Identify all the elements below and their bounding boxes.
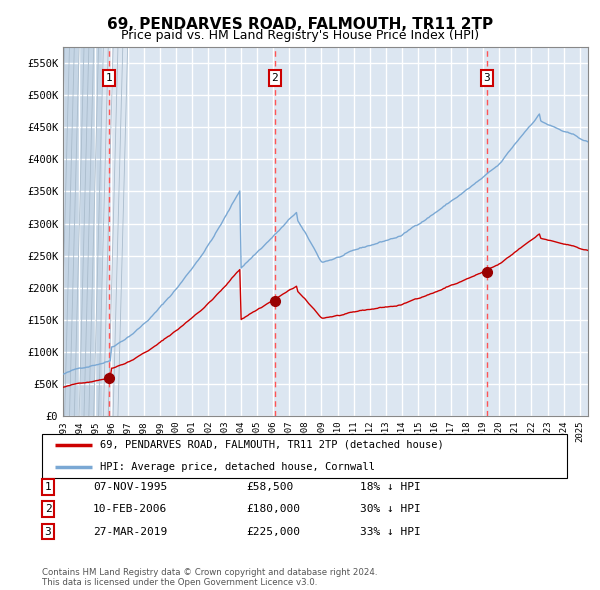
- Text: 10-FEB-2006: 10-FEB-2006: [93, 504, 167, 514]
- Text: 2: 2: [44, 504, 52, 514]
- Text: 3: 3: [44, 527, 52, 536]
- Text: 27-MAR-2019: 27-MAR-2019: [93, 527, 167, 536]
- Text: HPI: Average price, detached house, Cornwall: HPI: Average price, detached house, Corn…: [100, 462, 375, 472]
- Text: 69, PENDARVES ROAD, FALMOUTH, TR11 2TP: 69, PENDARVES ROAD, FALMOUTH, TR11 2TP: [107, 17, 493, 31]
- Text: 69, PENDARVES ROAD, FALMOUTH, TR11 2TP (detached house): 69, PENDARVES ROAD, FALMOUTH, TR11 2TP (…: [100, 440, 443, 450]
- Text: 1: 1: [44, 482, 52, 491]
- Text: £180,000: £180,000: [246, 504, 300, 514]
- Text: 3: 3: [484, 73, 490, 83]
- Text: 18% ↓ HPI: 18% ↓ HPI: [360, 482, 421, 491]
- Text: Price paid vs. HM Land Registry's House Price Index (HPI): Price paid vs. HM Land Registry's House …: [121, 30, 479, 42]
- FancyBboxPatch shape: [42, 434, 567, 478]
- Text: 30% ↓ HPI: 30% ↓ HPI: [360, 504, 421, 514]
- Text: £58,500: £58,500: [246, 482, 293, 491]
- Text: £225,000: £225,000: [246, 527, 300, 536]
- Text: 33% ↓ HPI: 33% ↓ HPI: [360, 527, 421, 536]
- Text: 1: 1: [106, 73, 112, 83]
- Text: Contains HM Land Registry data © Crown copyright and database right 2024.
This d: Contains HM Land Registry data © Crown c…: [42, 568, 377, 587]
- Text: 2: 2: [271, 73, 278, 83]
- Text: 07-NOV-1995: 07-NOV-1995: [93, 482, 167, 491]
